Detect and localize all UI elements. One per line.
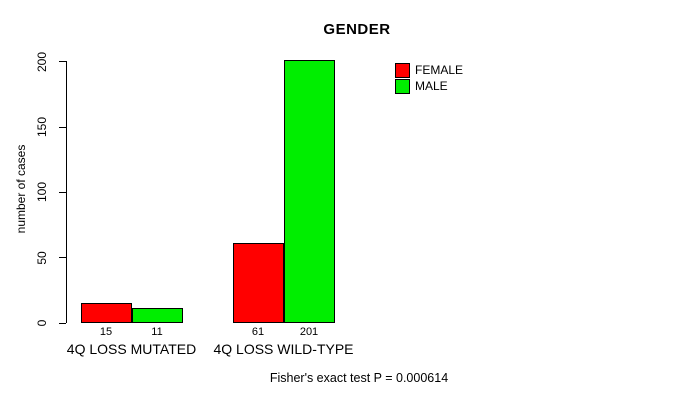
legend: FEMALE MALE xyxy=(395,62,463,94)
bar-female-2 xyxy=(232,242,284,324)
y-axis-tick-label: 0 xyxy=(35,319,49,327)
y-axis-title: number of cases xyxy=(14,144,28,234)
legend-label-female: FEMALE xyxy=(415,63,464,77)
bar-value-label: 15 xyxy=(99,326,113,338)
legend-label-male: MALE xyxy=(415,79,448,93)
x-category-label: 4Q LOSS MUTATED xyxy=(66,341,197,357)
bar-male-1 xyxy=(131,308,183,324)
bar-female-1 xyxy=(80,302,132,324)
chart-title: GENDER xyxy=(323,21,391,38)
bar-value-label: 61 xyxy=(251,326,265,338)
y-axis-tick-label: 50 xyxy=(35,251,49,265)
y-axis-tick-label: 100 xyxy=(35,182,49,203)
bar-male-2 xyxy=(283,59,335,324)
y-axis-tick-label: 150 xyxy=(35,117,49,138)
x-category-label: 4Q LOSS WILD-TYPE xyxy=(213,341,354,357)
y-axis-tick xyxy=(59,126,66,128)
bar-value-label: 201 xyxy=(299,326,319,338)
y-axis-tick xyxy=(59,61,66,63)
female-color-swatch xyxy=(395,62,410,78)
y-axis-tick xyxy=(59,191,66,193)
legend-item-female: FEMALE xyxy=(395,62,463,78)
legend-item-male: MALE xyxy=(395,78,463,94)
y-axis-tick xyxy=(59,322,66,324)
y-axis-tick xyxy=(59,257,66,259)
bar-value-label: 11 xyxy=(151,326,163,338)
fisher-test-annotation: Fisher's exact test P = 0.000614 xyxy=(269,371,449,385)
y-axis-line xyxy=(66,61,67,324)
y-axis-tick-label: 200 xyxy=(35,51,49,72)
male-color-swatch xyxy=(395,78,410,94)
